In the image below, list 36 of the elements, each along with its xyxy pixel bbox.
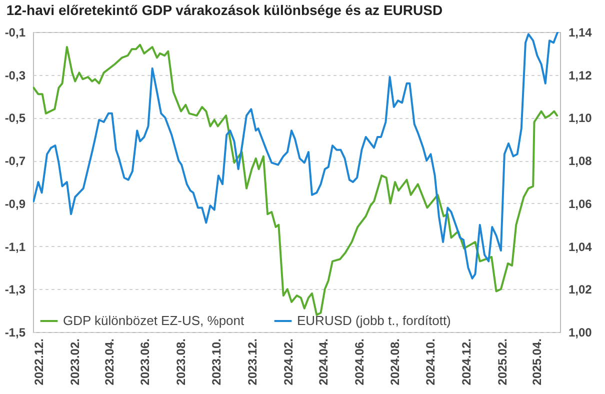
x-tick-label: 2025.02. [496, 338, 510, 386]
y2-tick-label: 1,04 [568, 240, 592, 254]
y-tick-label: -0,9 [4, 196, 26, 211]
y2-tick-label: 1,06 [568, 196, 592, 211]
x-tick-label: 2023.12. [245, 338, 260, 386]
x-tick-label: 2023.08. [174, 338, 188, 386]
x-tick-label: 2024.04. [316, 338, 331, 386]
y-tick-label: -0,3 [4, 68, 26, 82]
x-tick-label: 2024.06. [352, 338, 366, 386]
x-tick-label: 2023.10. [210, 338, 224, 386]
y2-tick-label: 1,00 [568, 326, 592, 340]
y-tick-label: -0,7 [4, 154, 26, 168]
x-tick-label: 2022.12. [32, 338, 46, 386]
x-tick-label: 2024.02. [282, 338, 296, 386]
chart-title: 12-havi előretekintő GDP várakozások különbsége és az EURUSD [6, 2, 443, 18]
x-tick-label: 2024.08. [388, 338, 402, 386]
y-tick-label: -1,3 [4, 282, 26, 297]
y-tick-label: -0,5 [4, 111, 26, 126]
x-tick-label: 2023.06. [138, 338, 152, 386]
y2-tick-label: 1,08 [568, 154, 592, 168]
x-tick-label: 2023.04. [102, 338, 117, 386]
y2-tick-label: 1,14 [568, 26, 592, 40]
y-tick-label: -1,1 [4, 240, 26, 254]
y2-tick-label: 1,12 [568, 68, 592, 82]
legend-label: GDP különbözet EZ-US, %pont [63, 313, 245, 328]
y2-tick-label: 1,02 [568, 282, 592, 297]
x-tick-label: 2024.12. [459, 338, 474, 386]
x-tick-label: 2024.10. [424, 338, 438, 386]
line-series [33, 32, 559, 280]
line-series [33, 44, 558, 316]
y-tick-label: -1,5 [4, 326, 26, 340]
legend-label: EURUSD (jobb t., fordított) [297, 313, 451, 328]
y2-tick-label: 1,10 [568, 111, 592, 126]
x-tick-label: 2023.02. [68, 338, 82, 386]
x-tick-label: 2025.04. [530, 338, 544, 386]
y-tick-label: -0,1 [4, 26, 26, 40]
